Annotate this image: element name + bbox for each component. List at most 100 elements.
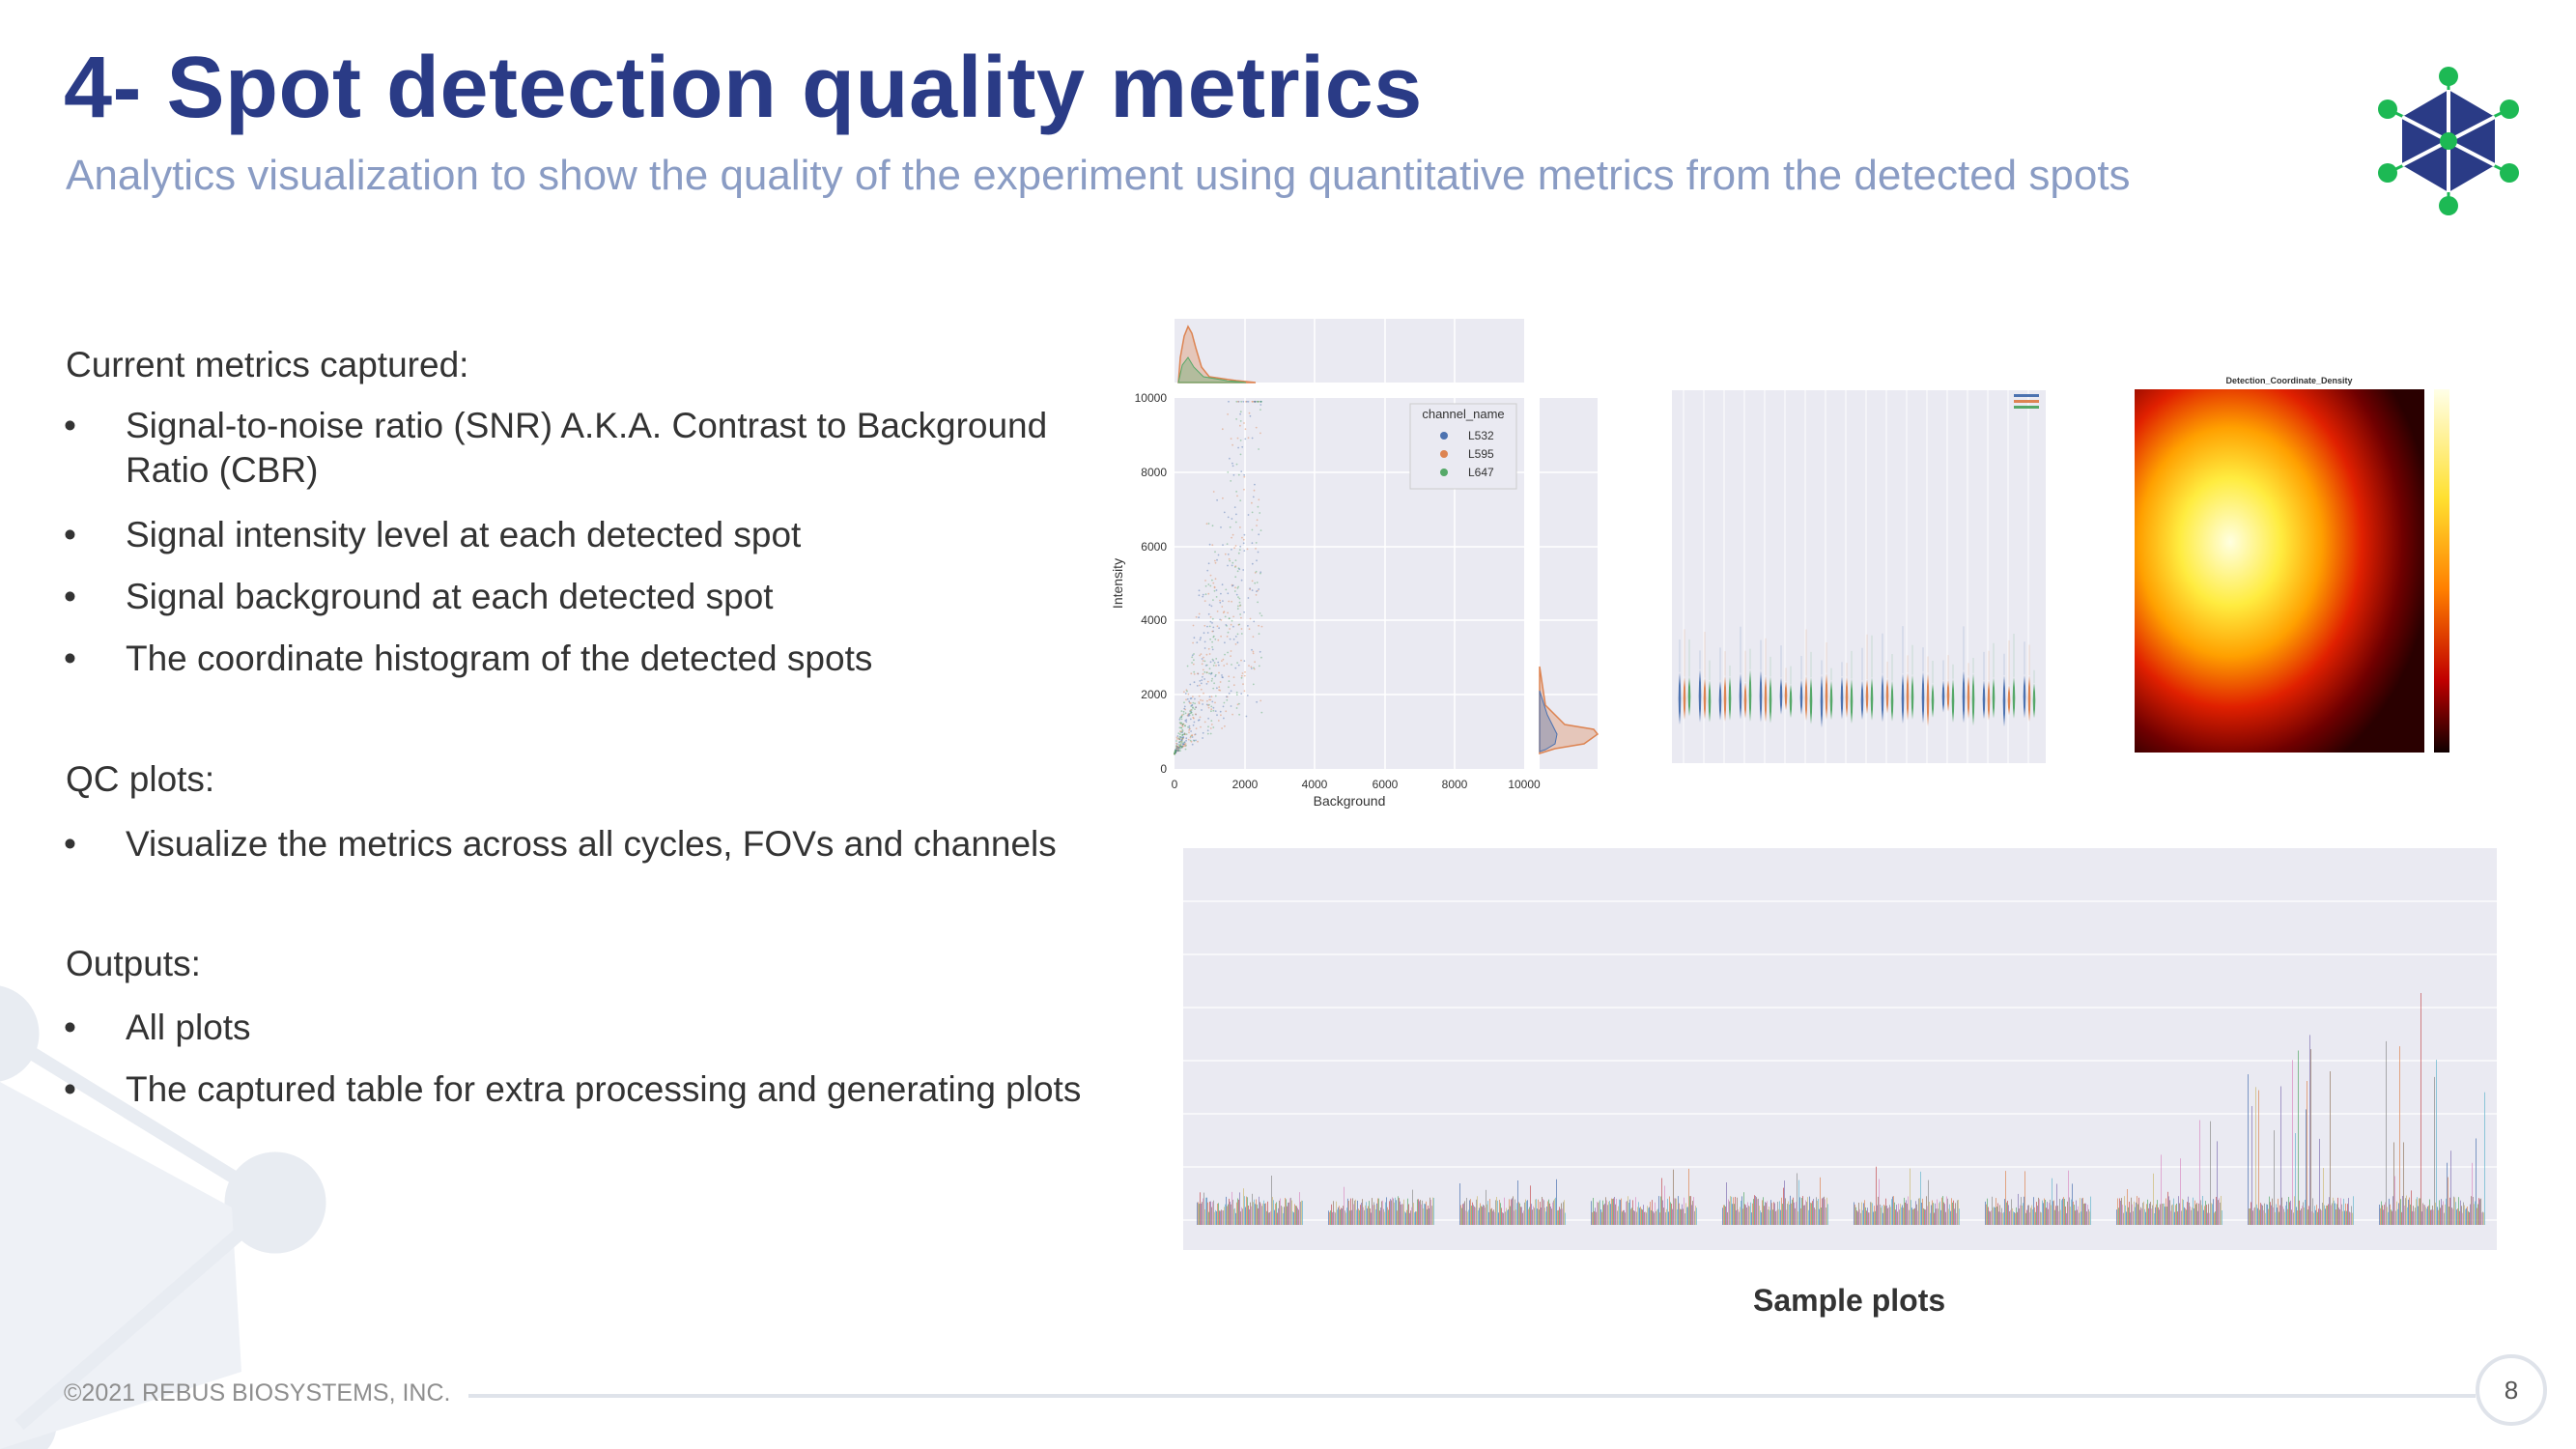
scatter-point: [1258, 448, 1260, 450]
scatter-point: [1189, 736, 1192, 739]
histogram-bar: [2039, 1199, 2040, 1225]
histogram-bar: [2027, 1205, 2028, 1225]
histogram-bar: [1368, 1206, 1369, 1225]
scatter-point: [1247, 437, 1250, 440]
scatter-point: [1186, 665, 1189, 668]
histogram-bar: [1591, 1201, 1592, 1225]
scatter-point: [1236, 437, 1239, 440]
histogram-bar: [2427, 1206, 2428, 1225]
histogram-bar: [2189, 1203, 2190, 1225]
histogram-bar: [2393, 1142, 2394, 1225]
histogram-bar: [2276, 1204, 2277, 1225]
histogram-bar: [2074, 1205, 2075, 1225]
histogram-bar: [2380, 1208, 2381, 1225]
histogram-bar: [1297, 1208, 1298, 1225]
scatter-point: [1221, 676, 1224, 678]
scatter-point: [1223, 701, 1226, 704]
histogram-bar: [2403, 1142, 2404, 1225]
histogram-bar: [1282, 1207, 1283, 1225]
scatter-point: [1210, 672, 1213, 674]
scatter-point: [1207, 523, 1210, 525]
scatter-point: [1223, 717, 1225, 720]
histogram-bar: [1679, 1203, 1680, 1225]
histogram-bar: [1658, 1196, 1659, 1225]
scatter-point: [1203, 670, 1206, 673]
scatter-point: [1254, 400, 1257, 403]
histogram-bar: [1234, 1208, 1235, 1225]
scatter-point: [1188, 731, 1190, 734]
histogram-bar: [1560, 1208, 1561, 1225]
histogram-bar: [1925, 1209, 1926, 1225]
scatter-point: [1231, 600, 1232, 603]
scatter-point: [1239, 411, 1242, 413]
histogram-bar: [1737, 1197, 1738, 1225]
scatter-point: [1187, 693, 1190, 696]
histogram-bar: [1254, 1199, 1255, 1225]
scatter-point: [1236, 641, 1239, 644]
histogram-bar: [1946, 1196, 1947, 1225]
scatter-point: [1252, 652, 1255, 655]
histogram-bar: [1224, 1207, 1225, 1225]
histogram-bar: [1631, 1208, 1632, 1225]
histogram-bar: [2062, 1198, 2063, 1225]
histogram-bar: [1885, 1198, 1886, 1225]
histogram-bar: [1873, 1211, 1874, 1225]
scatter-point: [1203, 647, 1206, 649]
histogram-bar: [1671, 1204, 1672, 1225]
scatter-point: [1184, 733, 1186, 736]
scatter-point: [1198, 695, 1201, 697]
histogram-bar: [1779, 1201, 1780, 1225]
scatter-point: [1199, 654, 1201, 657]
histogram-bar: [2417, 1197, 2418, 1225]
scatter-point: [1186, 714, 1189, 717]
histogram-bar: [1250, 1202, 1251, 1225]
scatter-point: [1257, 505, 1260, 508]
scatter-point: [1214, 710, 1217, 712]
histogram-axes-bg: [1183, 848, 2497, 1250]
histogram-bar: [1202, 1202, 1203, 1225]
scatter-point: [1237, 400, 1240, 403]
histogram-bar: [1413, 1203, 1414, 1225]
histogram-bar: [1764, 1206, 1765, 1225]
histogram-bar: [1261, 1206, 1262, 1225]
histogram-bar: [2015, 1212, 2016, 1225]
violin-shape: [1743, 682, 1747, 719]
section-heading-outputs: Outputs:: [66, 944, 201, 983]
histogram-bar: [2306, 1109, 2307, 1225]
scatter-point: [1179, 747, 1182, 750]
scatter-point: [1189, 718, 1192, 721]
histogram-bar: [2398, 1203, 2399, 1225]
histogram-bar: [2019, 1208, 2020, 1225]
scatter-point: [1246, 548, 1249, 551]
histogram-bar: [1486, 1204, 1487, 1225]
violin-shape: [1789, 684, 1793, 719]
histogram-bar: [2299, 1200, 2300, 1225]
scatter-point: [1251, 542, 1254, 545]
scatter-point: [1230, 705, 1232, 707]
scatter-point: [1180, 716, 1183, 719]
histogram-bar: [1611, 1198, 1612, 1225]
histogram-bar: [1913, 1208, 1914, 1225]
scatter-point: [1181, 714, 1183, 716]
scatter-point: [1240, 693, 1243, 695]
scatter-point: [1191, 654, 1194, 657]
violin-shape: [1885, 678, 1889, 714]
histogram-bar: [1903, 1208, 1904, 1225]
scatter-point: [1192, 696, 1194, 697]
violin-shape: [1946, 679, 1950, 712]
histogram-bar: [2290, 1200, 2291, 1225]
scatter-point: [1181, 741, 1183, 744]
histogram-bar: [1663, 1208, 1664, 1225]
violin-shape: [1865, 679, 1869, 715]
scatter-point: [1216, 611, 1219, 612]
histogram-bar: [2301, 1208, 2302, 1225]
histogram-bar: [2142, 1203, 2143, 1225]
scatter-point: [1190, 709, 1193, 711]
histogram-bar: [2037, 1206, 2038, 1225]
scatter-point: [1248, 628, 1251, 630]
violin-shape: [1723, 675, 1727, 722]
histogram-bar: [1991, 1210, 1992, 1225]
scatter-point: [1178, 738, 1180, 740]
histogram-bar: [1351, 1209, 1352, 1225]
scatter-point: [1186, 697, 1189, 700]
